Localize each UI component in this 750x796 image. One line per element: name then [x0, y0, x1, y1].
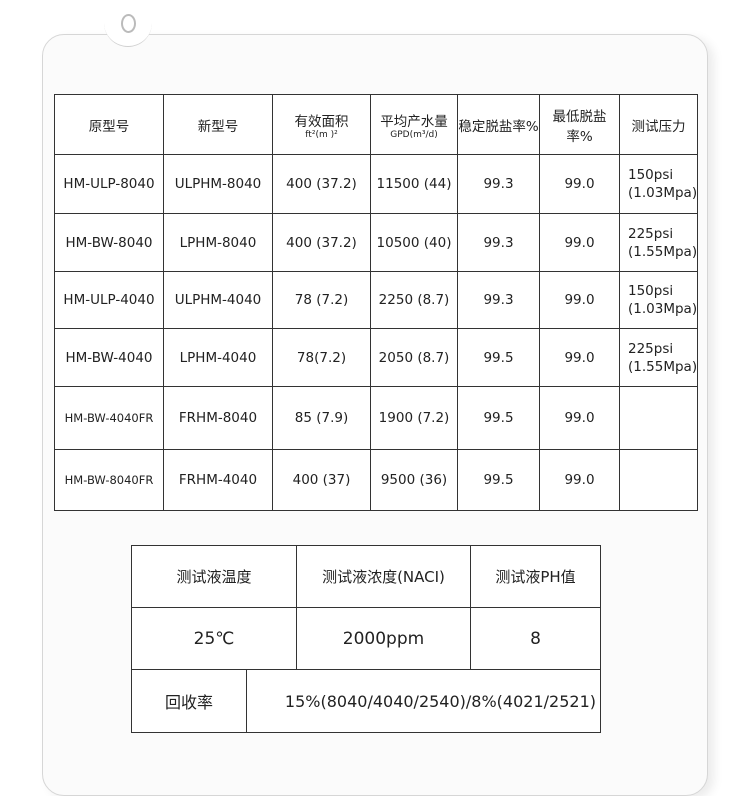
- area-cell: 400 (37): [272, 449, 371, 511]
- pressure-mpa: (1.55Mpa): [628, 243, 698, 260]
- pressure-psi: 150psi: [628, 283, 674, 299]
- new-model-cell: LPHM-4040: [163, 328, 273, 387]
- conditions-header-row: 测试液温度 测试液浓度(NACI) 测试液PH值: [131, 545, 601, 608]
- min-rejection-cell: 99.0: [539, 154, 620, 214]
- min-rejection-cell: 99.0: [539, 449, 620, 511]
- table-header-row: 原型号 新型号 有效面积 ft²(m )² 平均产水量 GPD(m³/d) 稳定脱盐…: [54, 94, 699, 155]
- header-old-model: 原型号: [54, 94, 164, 155]
- flow-cell: 10500 (40): [370, 213, 458, 272]
- pressure-cell: 150psi (1.03Mpa): [618, 271, 699, 329]
- area-cell: 400 (37.2): [272, 213, 371, 272]
- pressure-psi: 225psi: [628, 225, 674, 242]
- min-rejection-cell: 99.0: [539, 213, 620, 272]
- pressure-cell: 225psi (1.55Mpa): [618, 328, 699, 387]
- area-cell: 85 (7.9): [272, 386, 371, 450]
- flow-cell: 2050 (8.7): [370, 328, 458, 387]
- flow-cell: 1900 (7.2): [370, 386, 458, 450]
- pressure-cell: 150psi (1.03Mpa): [618, 154, 699, 214]
- temp-value: 25℃: [131, 607, 297, 670]
- header-flow-unit: GPD(m³/d): [390, 129, 438, 140]
- header-min-rejection: 最低脱盐率%: [539, 94, 620, 155]
- pressure-mpa: (1.03Mpa): [628, 185, 698, 201]
- table-row: HM-ULP-8040 ULPHM-8040 400 (37.2) 11500 (44…: [54, 154, 699, 214]
- new-model-cell: ULPHM-4040: [163, 271, 273, 329]
- ph-label: 测试液PH值: [470, 545, 601, 608]
- stable-rejection-cell: 99.5: [457, 386, 540, 450]
- new-model-cell: FRHM-8040: [163, 386, 273, 450]
- pressure-psi: 150psi: [628, 167, 674, 183]
- header-area-unit: ft²(m )²: [305, 129, 338, 140]
- hanger-ring-icon: [121, 14, 136, 33]
- old-model-cell: HM-BW-8040: [54, 213, 164, 272]
- stable-rejection-cell: 99.3: [457, 154, 540, 214]
- old-model-cell: HM-ULP-8040: [54, 154, 164, 214]
- pressure-psi: 225psi: [628, 340, 674, 357]
- stable-rejection-cell: 99.3: [457, 271, 540, 329]
- table-row: HM-ULP-4040 ULPHM-4040 78 (7.2) 2250 (8.7) 9…: [54, 271, 699, 329]
- min-rejection-cell: 99.0: [539, 271, 620, 329]
- temp-label: 测试液温度: [131, 545, 297, 608]
- table-row: HM-BW-4040FR FRHM-8040 85 (7.9) 1900 (7.2) 9…: [54, 386, 699, 450]
- recovery-row: 回收率 15%(8040/4040/2540)/8%(4021/2521): [131, 669, 601, 733]
- conc-value: 2000ppm: [296, 607, 471, 670]
- header-area: 有效面积 ft²(m )²: [272, 94, 371, 155]
- area-cell: 78(7.2): [272, 328, 371, 387]
- spec-table: 原型号 新型号 有效面积 ft²(m )² 平均产水量 GPD(m³/d) 稳定脱盐…: [54, 94, 699, 511]
- flow-cell: 2250 (8.7): [370, 271, 458, 329]
- old-model-cell: HM-BW-4040FR: [54, 386, 164, 450]
- flow-cell: 11500 (44): [370, 154, 458, 214]
- header-pressure: 测试压力: [618, 94, 699, 155]
- pressure-mpa: (1.55Mpa): [628, 358, 698, 375]
- stable-rejection-cell: 99.5: [457, 328, 540, 387]
- header-flow-label: 平均产水量: [380, 113, 448, 130]
- new-model-cell: ULPHM-8040: [163, 154, 273, 214]
- area-cell: 400 (37.2): [272, 154, 371, 214]
- pressure-cell: 225psi (1.55Mpa): [618, 213, 699, 272]
- pressure-mpa: (1.03Mpa): [628, 301, 698, 317]
- header-flow: 平均产水量 GPD(m³/d): [370, 94, 458, 155]
- new-model-cell: LPHM-8040: [163, 213, 273, 272]
- conc-label: 测试液浓度(NACI): [296, 545, 471, 608]
- header-stable-rejection: 稳定脱盐率%: [457, 94, 540, 155]
- min-rejection-cell: 99.0: [539, 386, 620, 450]
- new-model-cell: FRHM-4040: [163, 449, 273, 511]
- pressure-cell: [618, 449, 699, 511]
- recovery-value: 15%(8040/4040/2540)/8%(4021/2521): [246, 669, 601, 733]
- recovery-label: 回收率: [131, 669, 247, 733]
- header-new-model: 新型号: [163, 94, 273, 155]
- conditions-value-row: 25℃ 2000ppm 8: [131, 607, 601, 670]
- flow-cell: 9500 (36): [370, 449, 458, 511]
- pressure-cell: [618, 386, 699, 450]
- header-area-label: 有效面积: [294, 113, 349, 130]
- stable-rejection-cell: 99.3: [457, 213, 540, 272]
- old-model-cell: HM-BW-8040FR: [54, 449, 164, 511]
- area-cell: 78 (7.2): [272, 271, 371, 329]
- ph-value: 8: [470, 607, 601, 670]
- conditions-table: 测试液温度 测试液浓度(NACI) 测试液PH值 25℃ 2000ppm 8 回…: [131, 545, 601, 733]
- min-rejection-cell: 99.0: [539, 328, 620, 387]
- table-row: HM-BW-4040 LPHM-4040 78(7.2) 2050 (8.7) 99.5…: [54, 328, 699, 387]
- old-model-cell: HM-BW-4040: [54, 328, 164, 387]
- table-row: HM-BW-8040 LPHM-8040 400 (37.2) 10500 (40) 9…: [54, 213, 699, 272]
- old-model-cell: HM-ULP-4040: [54, 271, 164, 329]
- table-row: HM-BW-8040FR FRHM-4040 400 (37) 9500 (36) 99…: [54, 449, 699, 511]
- stable-rejection-cell: 99.5: [457, 449, 540, 511]
